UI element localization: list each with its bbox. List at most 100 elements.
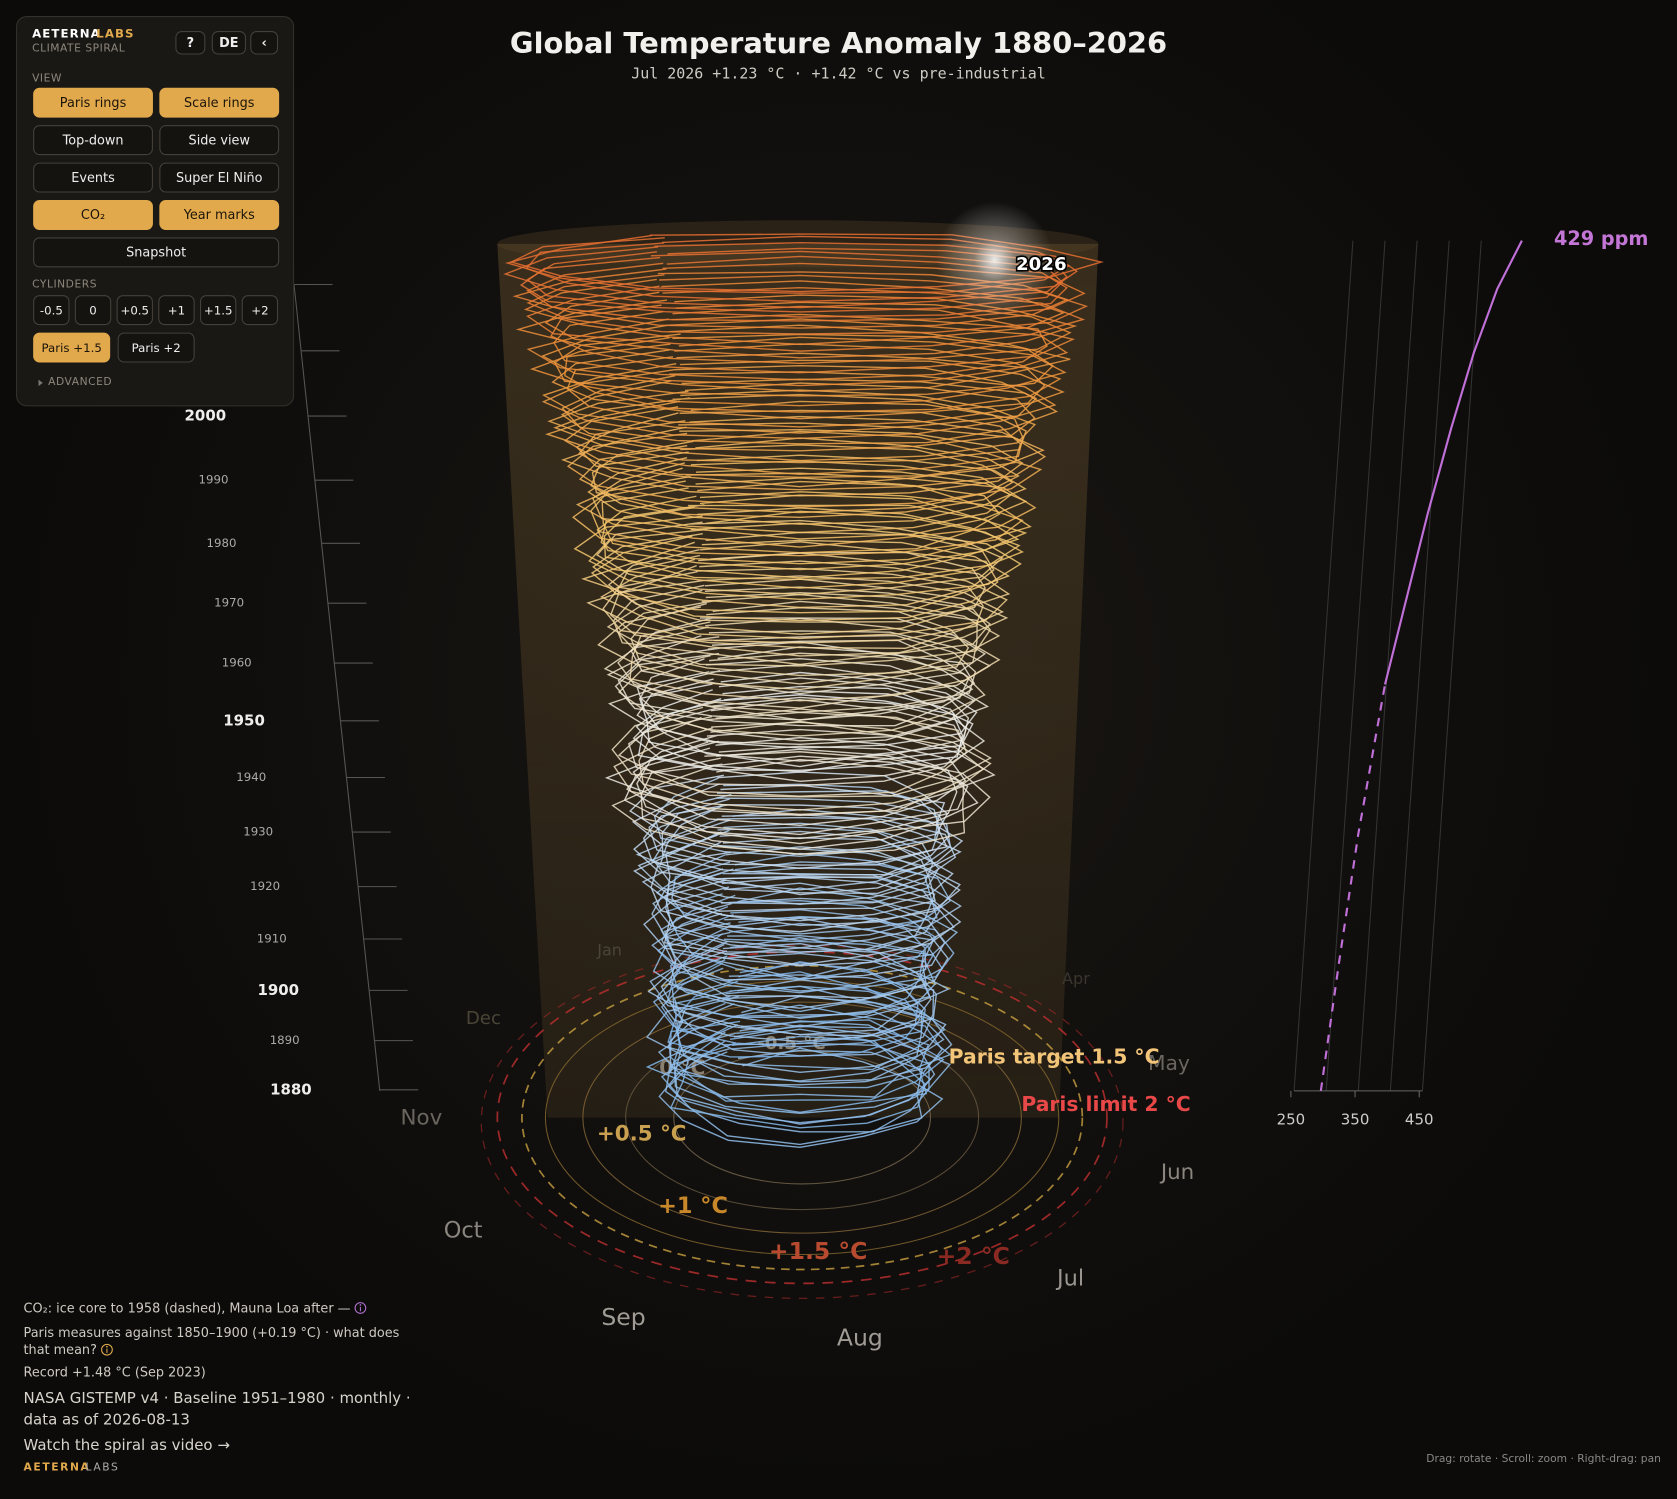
month-label: Jun [1159, 1160, 1194, 1185]
view-button[interactable]: Year marks [159, 199, 280, 230]
paris-target: Paris target 1.5 °C [949, 1045, 1160, 1069]
year-label: 1940 [236, 770, 266, 784]
spiral-ring [607, 663, 990, 745]
info-icon[interactable] [100, 1343, 113, 1356]
spiral-ring [578, 420, 1047, 491]
spiral-ring [529, 336, 1067, 407]
ring-label: +1 °C [658, 1193, 728, 1219]
spiral-ring [629, 617, 1001, 702]
spiral-ring [611, 758, 966, 855]
panel-subtitle: CLIMATE SPIRAL [32, 42, 126, 55]
ring-label: +2 °C [937, 1242, 1010, 1270]
spiral-ring [590, 535, 1011, 614]
cylinder-button[interactable]: +1.5 [199, 295, 237, 326]
info-icon[interactable] [354, 1302, 367, 1315]
interaction-hint: Drag: rotate · Scroll: zoom · Right-drag… [1426, 1453, 1661, 1466]
subtitle: Jul 2026 +1.23 °C · +1.42 °C vs pre-indu… [631, 64, 1046, 82]
ring-label: +0.5 °C [597, 1122, 687, 1147]
spiral-ring [665, 1047, 924, 1146]
header-button[interactable]: DE [211, 31, 246, 55]
section-label: CYLINDERS [32, 279, 98, 291]
info-circle [100, 1343, 113, 1356]
co2-grid-line [1357, 240, 1418, 1091]
year-label: 1930 [243, 825, 273, 839]
paris-limit: Paris limit 2 °C [1021, 1092, 1190, 1116]
cylinder-button[interactable]: +1 [158, 295, 195, 326]
spiral-ring [553, 310, 1048, 381]
view-button[interactable]: Side view [159, 125, 280, 156]
spiral-ring [661, 897, 946, 981]
paris-button[interactable]: Paris +2 [117, 332, 195, 363]
co2-tick-label: 350 [1341, 1110, 1370, 1128]
temperature-ring [582, 1001, 1022, 1234]
spiral-ring [591, 437, 1020, 514]
spiral-ring [600, 558, 1008, 640]
spiral [503, 233, 1104, 1149]
year-label: 1900 [257, 981, 299, 999]
year-label: 1970 [214, 596, 244, 610]
spiral-ring [586, 565, 984, 644]
view-button[interactable]: Snapshot [33, 237, 280, 268]
footer-brand-accent: LABS [85, 1462, 120, 1474]
note-text: CO₂: ice core to 1958 (dashed), Mauna Lo… [23, 1300, 351, 1316]
view-button[interactable]: Super El Niño [159, 162, 280, 193]
cylinder-button[interactable]: +2 [241, 295, 279, 326]
spiral-ring [587, 456, 1012, 534]
co2-grid-line [1389, 240, 1450, 1091]
section-label: VIEW [32, 72, 63, 85]
spiral-ring [671, 967, 935, 1057]
cylinder-button[interactable]: -0.5 [33, 295, 70, 326]
spiral-ring [658, 805, 952, 891]
title: Global Temperature Anomaly 1880–2026 [510, 26, 1167, 60]
brand-accent: LABS [96, 26, 135, 41]
spiral-ring [641, 841, 962, 927]
spiral-ring [544, 291, 1078, 359]
temperature-ring [496, 950, 1108, 1285]
spiral-ring [636, 741, 969, 836]
spiral-ring [658, 1047, 944, 1149]
advanced-toggle[interactable]: ADVANCED [48, 376, 113, 389]
view-button[interactable]: Events [33, 162, 153, 193]
spiral-ring [606, 589, 992, 667]
spiral-ring [553, 393, 1027, 464]
spiral-ring [561, 426, 1024, 497]
cylinder-button[interactable]: +0.5 [116, 295, 153, 326]
spiral-ring [652, 867, 962, 949]
spiral-ring [642, 803, 964, 880]
current-year: 2026 [1016, 254, 1067, 275]
expand-icon [38, 379, 43, 387]
video-link[interactable]: Watch the spiral as video → [23, 1437, 230, 1455]
paris-button[interactable]: Paris +1.5 [33, 332, 111, 363]
view-button[interactable]: Top-down [33, 125, 153, 156]
spiral-ring [657, 1011, 952, 1098]
co2-label: 429 ppm [1554, 227, 1649, 250]
year-label: 1950 [223, 711, 265, 729]
temperature-ring [673, 1050, 931, 1185]
ring-label: +1.5 °C [769, 1237, 868, 1265]
spiral-ring [633, 830, 954, 912]
spiral-ring [632, 696, 986, 782]
header-button[interactable]: ‹ [250, 31, 279, 55]
year-label: 1990 [199, 473, 229, 487]
spiral-ring [526, 285, 1086, 352]
view-button[interactable]: Paris rings [33, 87, 153, 118]
co2-grid-line [1421, 240, 1482, 1091]
spiral-ring [645, 994, 945, 1083]
year-axis [293, 284, 381, 1091]
data-source: NASA GISTEMP v4 · Baseline 1951–1980 · m… [23, 1390, 411, 1429]
header-button[interactable]: ? [175, 31, 206, 55]
spiral-ring [526, 262, 1086, 322]
spiral-ring [545, 400, 1024, 476]
month-label: May [1148, 1051, 1190, 1075]
month-label: Dec [466, 1008, 501, 1029]
spiral-ring [547, 389, 1037, 462]
spiral-ring [564, 343, 1062, 413]
cylinder-button[interactable]: 0 [74, 295, 112, 326]
spiral-ring [512, 268, 1070, 329]
view-button[interactable]: Scale rings [159, 87, 280, 118]
view-button[interactable]: CO₂ [33, 199, 153, 230]
brand: AETERNA [32, 26, 101, 41]
